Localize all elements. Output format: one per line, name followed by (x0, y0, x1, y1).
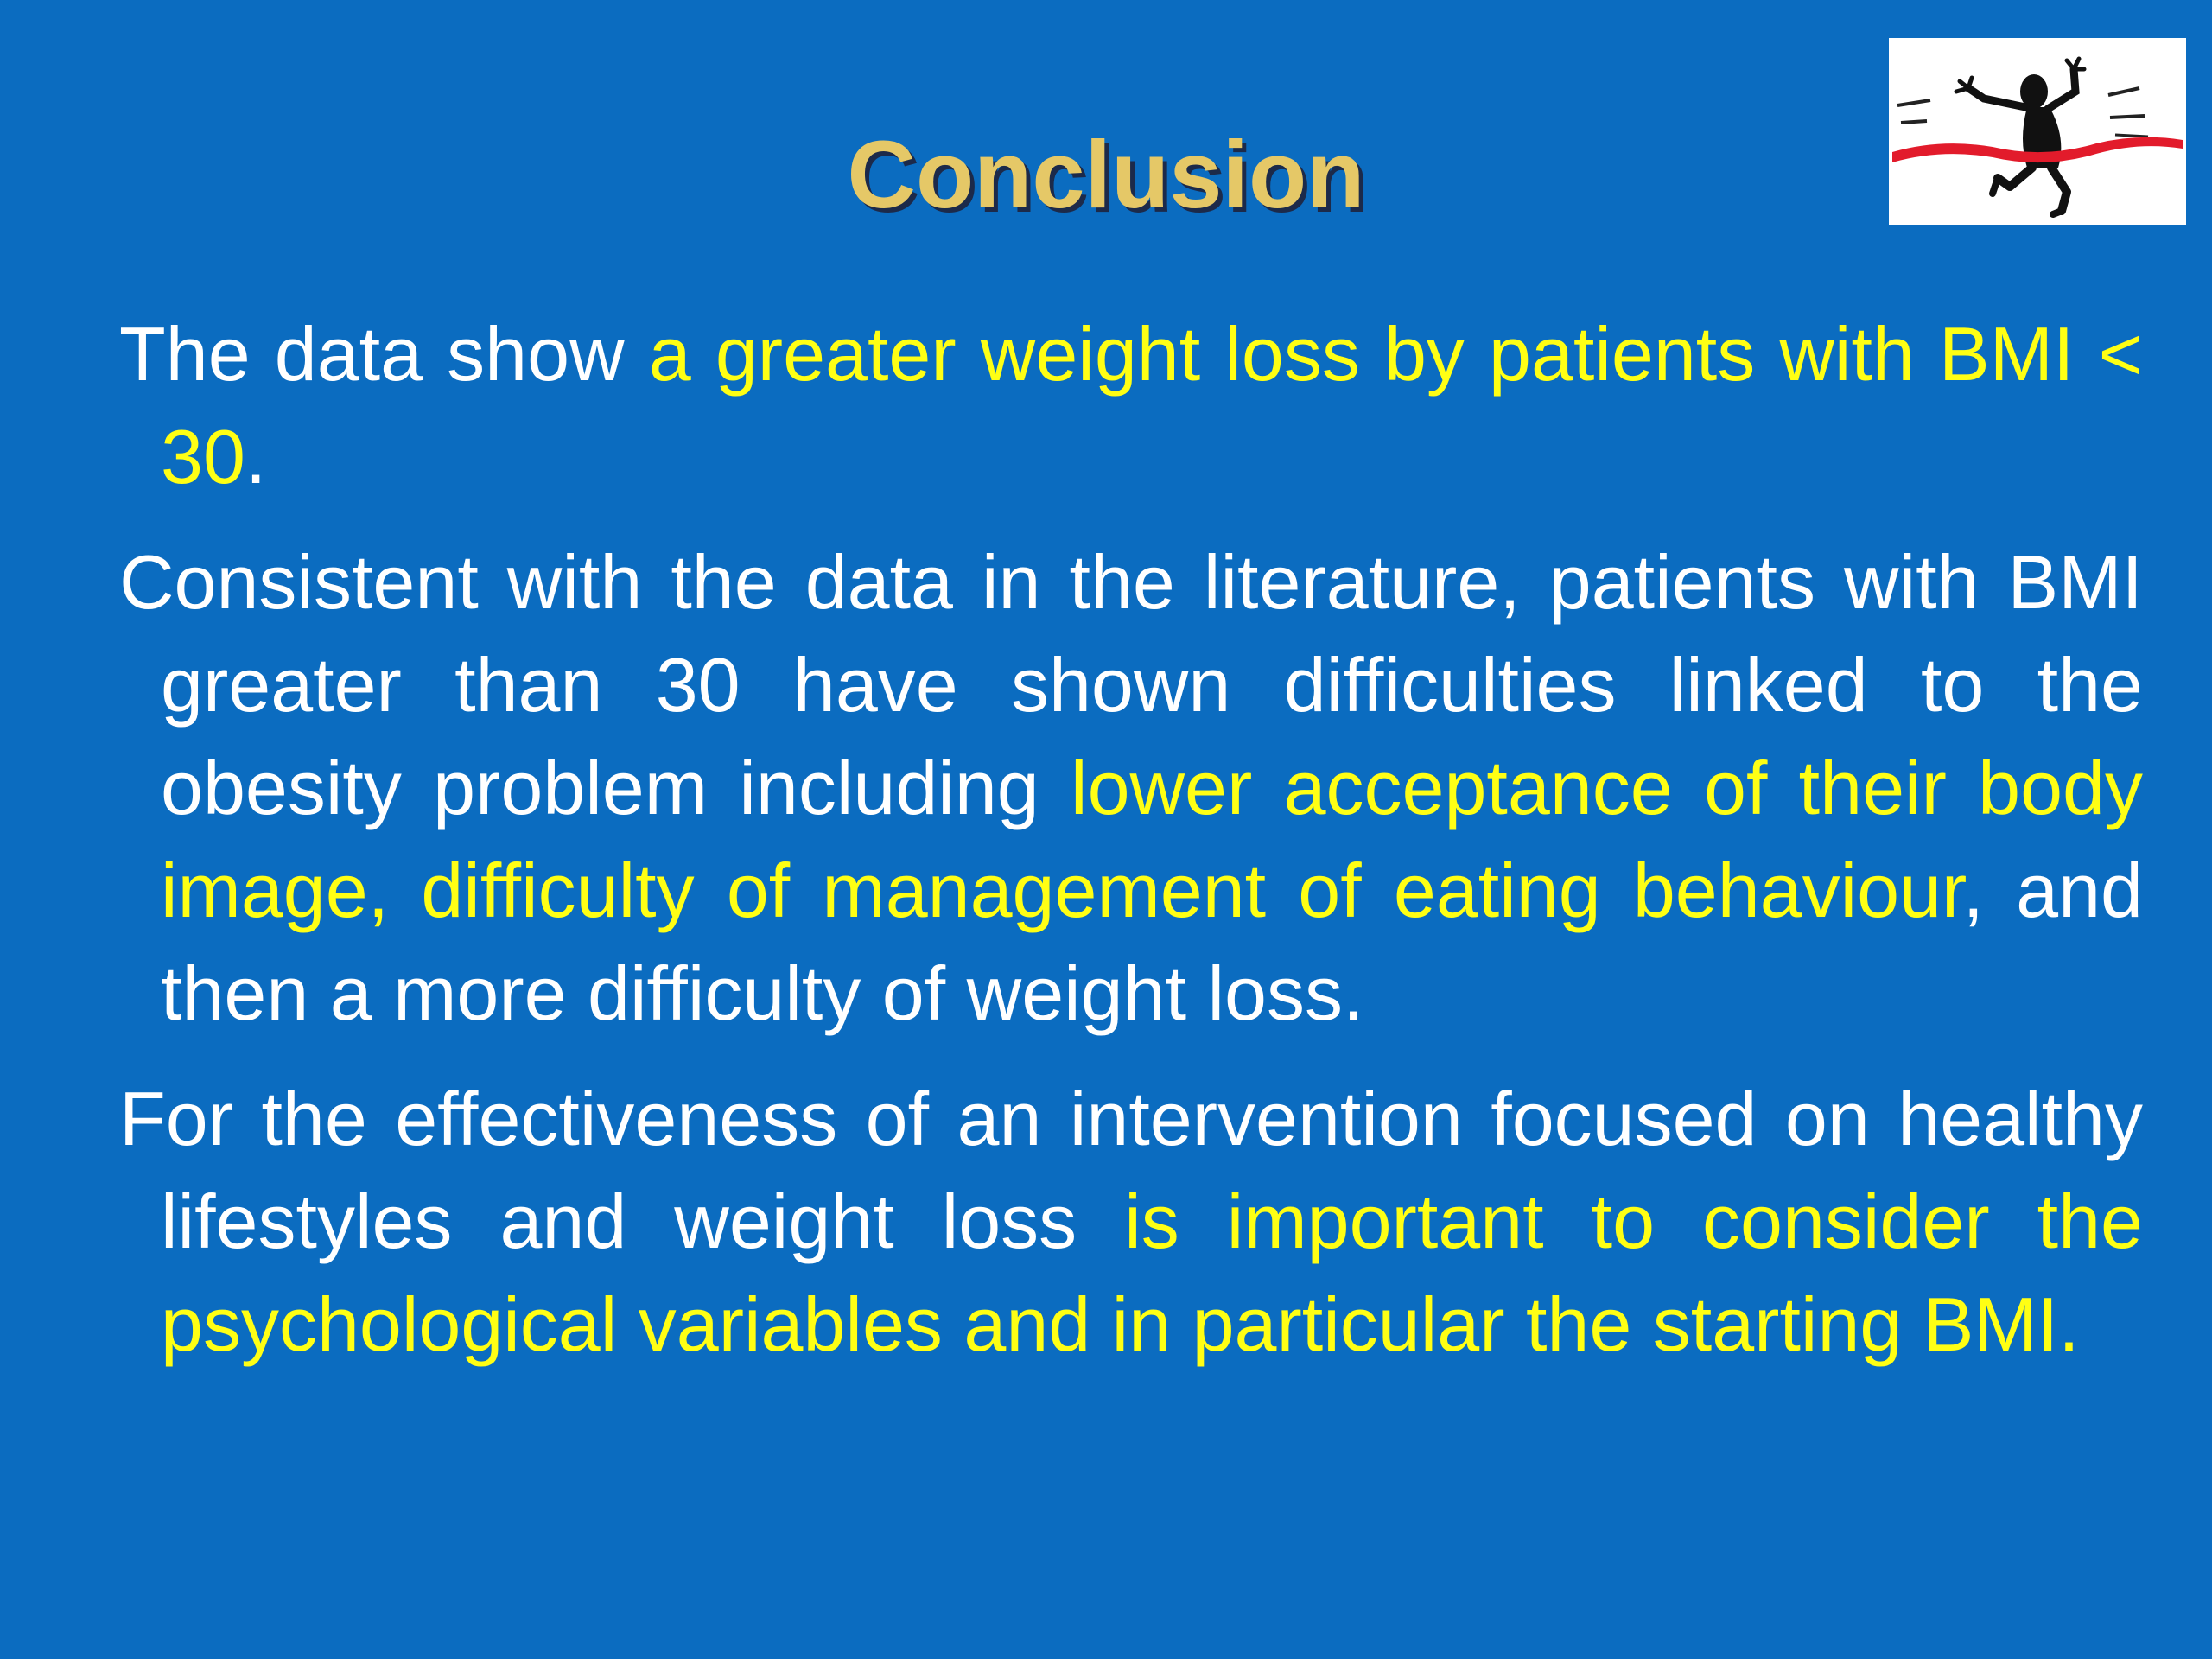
slide-title: Conclusion (847, 122, 1365, 228)
paragraph-literature-consistency: Consistent with the data in the literatu… (119, 531, 2143, 1045)
highlighted-text-segment: is important to consider the psychologic… (161, 1179, 2143, 1367)
runner-crossing-finish-line-icon (1889, 38, 2186, 225)
paragraph-weight-loss-result: The data show a greater weight loss by p… (119, 302, 2143, 508)
text-segment: The data show (119, 311, 649, 397)
text-segment: , and then a more difficulty of weight l… (161, 848, 2143, 1036)
slide-body: The data show a greater weight loss by p… (119, 302, 2143, 1398)
highlighted-text-segment: lower acceptance of their body image, di… (161, 745, 2143, 933)
text-segment: . (245, 414, 267, 499)
paragraph-intervention-effectiveness: For the effectiveness of an intervention… (119, 1067, 2143, 1376)
text-segment: Consistent with the data in the literatu… (119, 539, 2143, 830)
text-segment: For the effectiveness of an intervention… (119, 1076, 2143, 1264)
highlighted-text-segment: a greater weight loss by patients with B… (161, 311, 2143, 499)
